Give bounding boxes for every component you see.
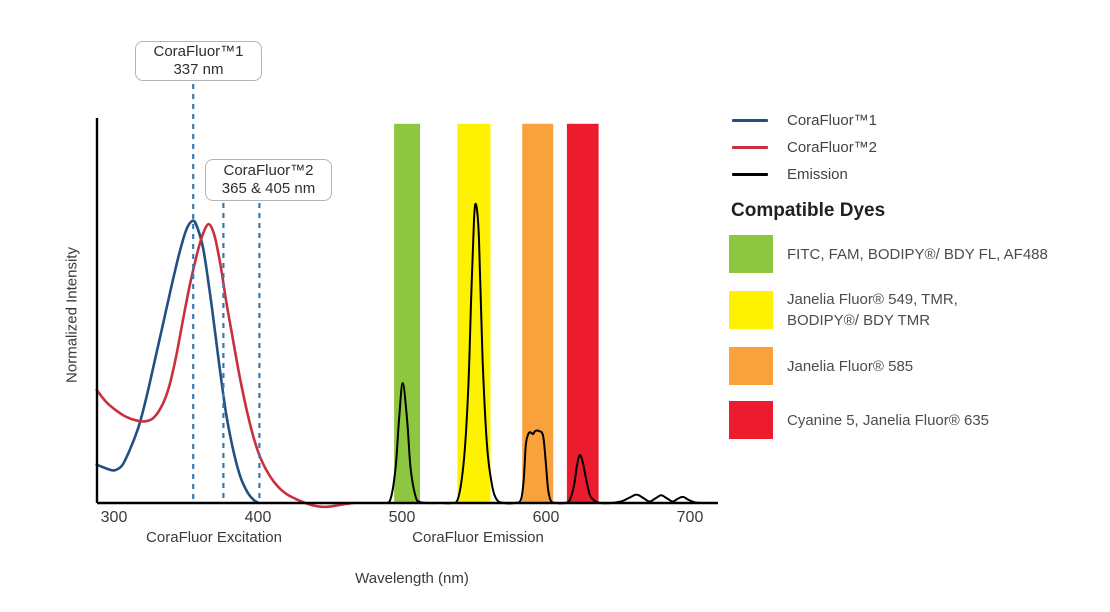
annotation-corafluor2-name: CoraFluor™2: [223, 162, 314, 179]
legend-label-emission: Emission: [787, 165, 848, 183]
annotation-corafluor1-name: CoraFluor™1: [153, 43, 244, 60]
emission-line-swatch: [732, 172, 768, 176]
x-tick-500: 500: [389, 509, 416, 526]
legend-item-corafluor1: CoraFluor™1: [732, 111, 877, 129]
x-tick-400: 400: [245, 509, 272, 526]
x-tick-700: 700: [677, 509, 704, 526]
jf585-dye-label-line1: Janelia Fluor® 585: [787, 357, 914, 375]
compatible-dyes-list: FITC, FAM, BODIPY®/ BDY FL, AF488 Janeli…: [729, 235, 1048, 439]
annotation-corafluor2-wavelength: 365 & 405 nm: [221, 180, 316, 197]
band-cy5-window: [566, 123, 599, 504]
compatible-dyes-heading: Compatible Dyes: [731, 200, 886, 221]
legend-label-corafluor2: CoraFluor™2: [787, 138, 878, 156]
dye-row-fitc: FITC, FAM, BODIPY®/ BDY FL, AF488: [729, 235, 1048, 273]
cy5-color-swatch: [729, 401, 773, 439]
legend-item-emission: Emission: [732, 165, 877, 183]
jf585-color-swatch: [729, 347, 773, 385]
tmr-dye-label-line2: BODIPY®/ BDY TMR: [787, 312, 931, 329]
band-tmr-window: [457, 123, 491, 504]
dye-row-cy5: Cyanine 5, Janelia Fluor® 635: [729, 401, 1048, 439]
excitation-axis-label: CoraFluor Excitation: [146, 529, 282, 546]
tmr-dye-label: Janelia Fluor® 549, TMR, BODIPY®/ BDY TM…: [787, 289, 958, 331]
corafluor1-line-swatch: [732, 118, 768, 122]
x-axis-label: Wavelength (nm): [355, 570, 469, 587]
annotation-corafluor2: CoraFluor™2 365 & 405 nm: [205, 159, 332, 201]
annotation-corafluor1: CoraFluor™1 337 nm: [135, 41, 262, 81]
legend-item-corafluor2: CoraFluor™2: [732, 138, 877, 156]
tmr-dye-label-line1: Janelia Fluor® 549, TMR,: [787, 291, 958, 308]
jf585-dye-label: Janelia Fluor® 585: [787, 356, 913, 377]
dye-row-jf585: Janelia Fluor® 585: [729, 347, 1048, 385]
band-jf585-window: [522, 123, 554, 504]
x-tick-300: 300: [101, 509, 128, 526]
cy5-dye-label-line1: Cyanine 5, Janelia Fluor® 635: [787, 411, 990, 429]
y-axis-label: Normalized Intensity: [63, 247, 81, 383]
legend-label-corafluor1: CoraFluor™1: [787, 111, 878, 129]
x-tick-600: 600: [533, 509, 560, 526]
emission-axis-label: CoraFluor Emission: [412, 529, 544, 546]
fitc-color-swatch: [729, 235, 773, 273]
tmr-color-swatch: [729, 291, 773, 329]
curve-corafluor2-excitation: [95, 222, 355, 509]
cy5-dye-label: Cyanine 5, Janelia Fluor® 635: [787, 410, 989, 431]
legend: CoraFluor™1 CoraFluor™2 Emission: [732, 111, 877, 183]
dye-row-tmr: Janelia Fluor® 549, TMR, BODIPY®/ BDY TM…: [729, 289, 1048, 331]
fitc-dye-label-line1: FITC, FAM, BODIPY®/ BDY FL, AF488: [787, 245, 1048, 263]
annotation-corafluor1-wavelength: 337 nm: [173, 61, 224, 78]
fitc-dye-label: FITC, FAM, BODIPY®/ BDY FL, AF488: [787, 244, 1048, 265]
curve-corafluor1-excitation: [95, 219, 260, 504]
corafluor2-line-swatch: [732, 145, 768, 149]
